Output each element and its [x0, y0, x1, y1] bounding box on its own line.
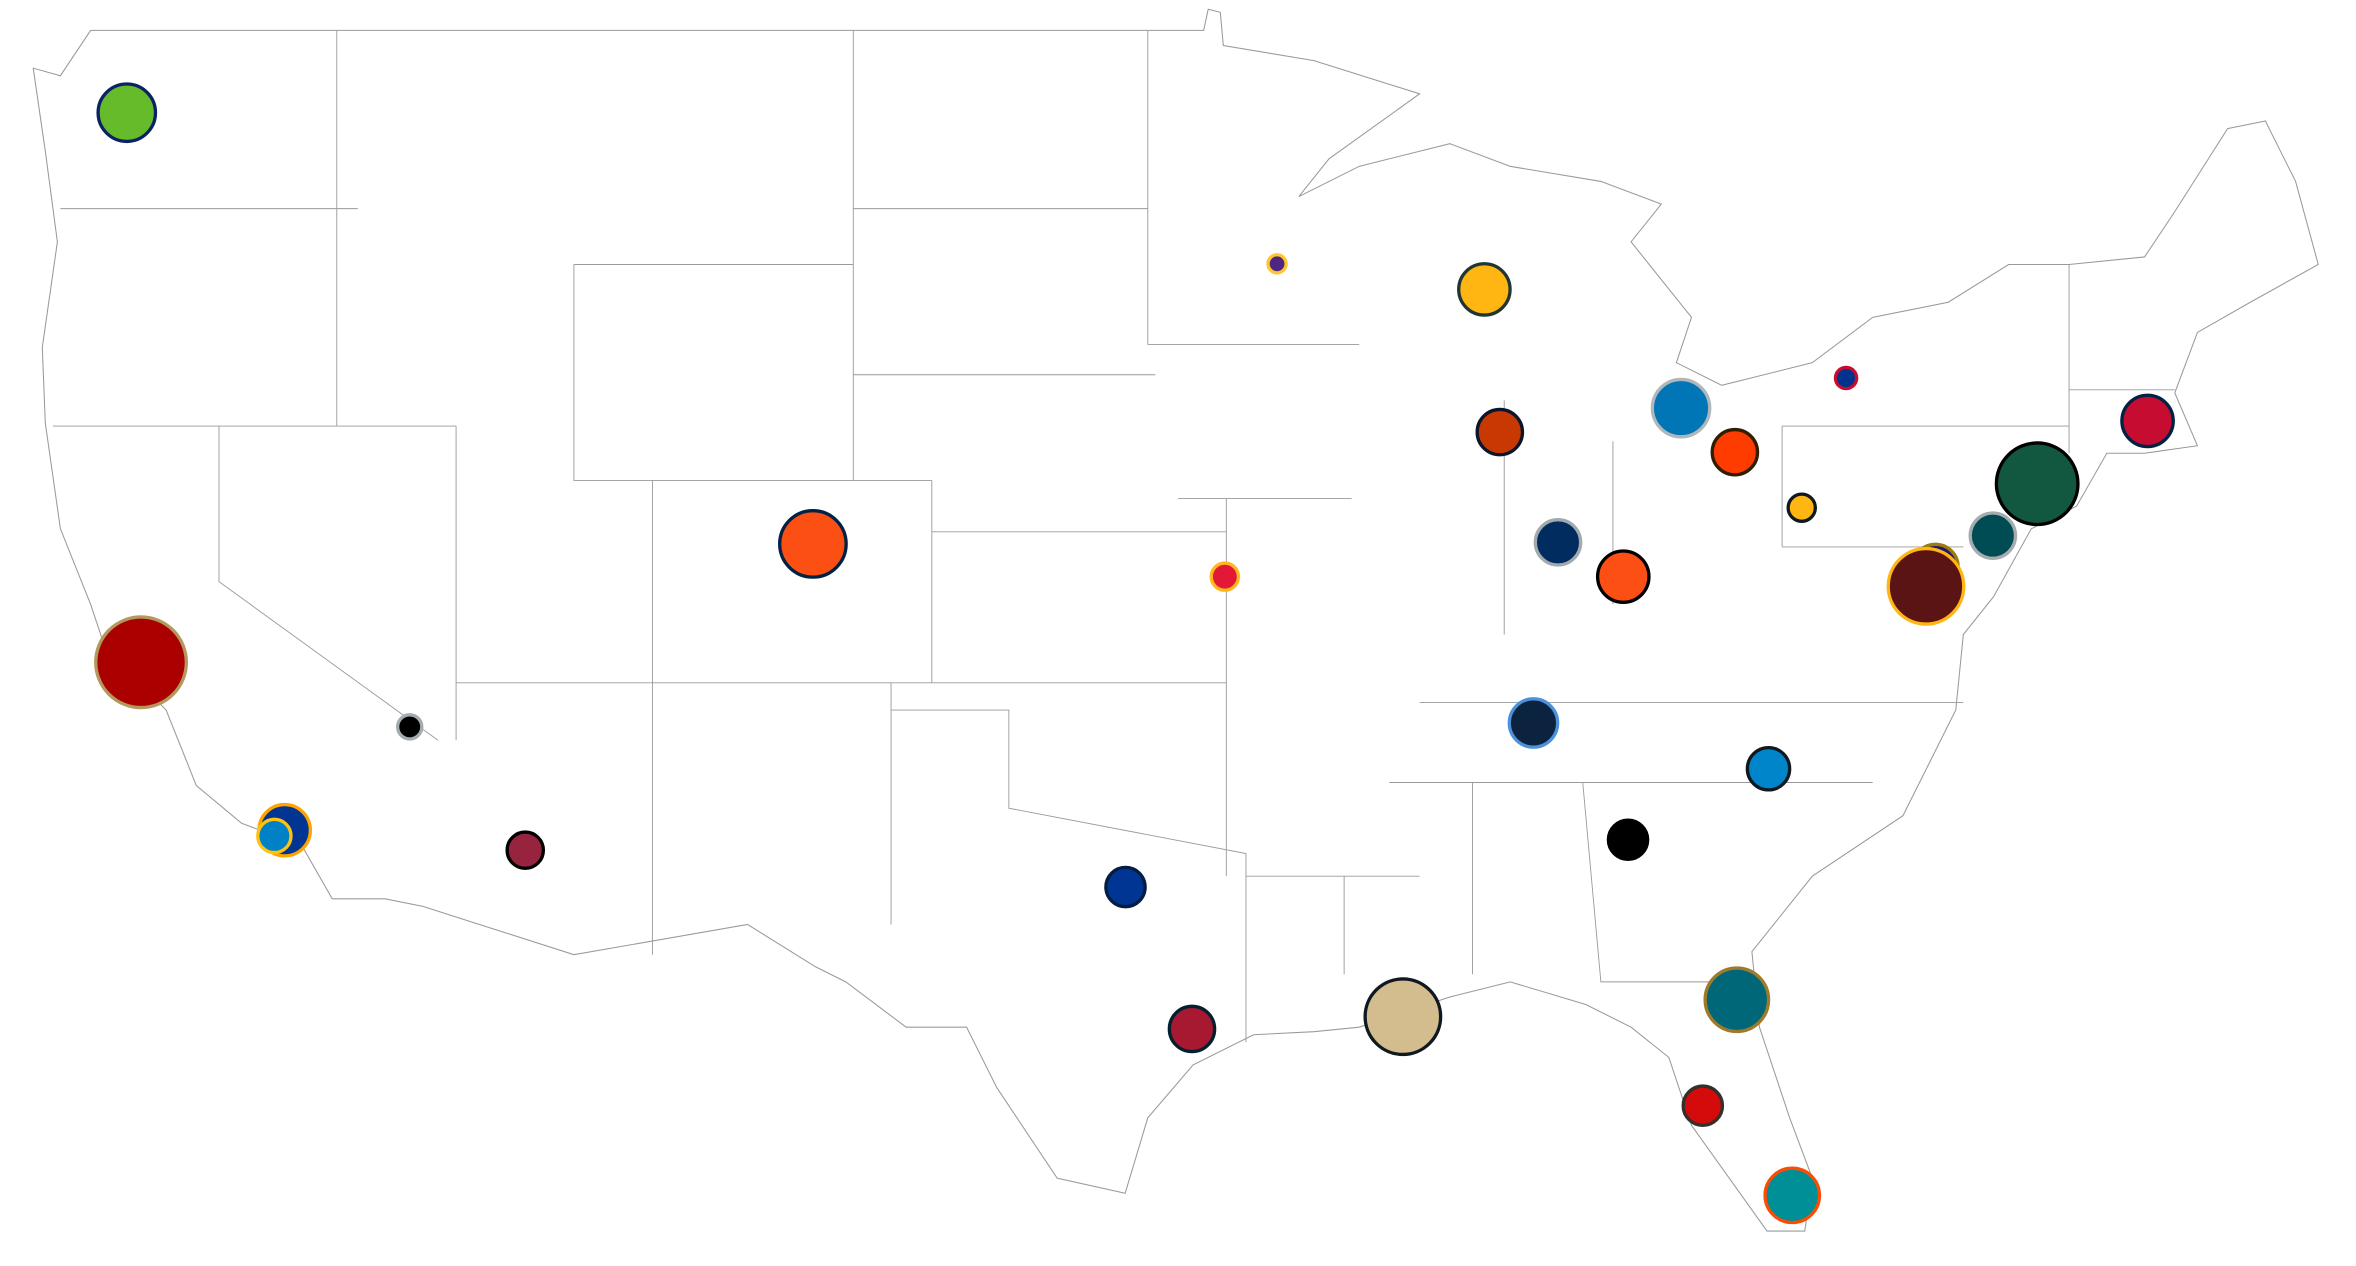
team-bubble	[1209, 561, 1241, 592]
us-outline	[32, 8, 2319, 1232]
team-bubble	[505, 830, 546, 870]
team-bubble	[1710, 427, 1760, 477]
team-bubble	[1457, 262, 1512, 317]
team-bubble	[1681, 1084, 1725, 1128]
team-bubble	[395, 713, 424, 741]
team-bubble	[94, 615, 189, 710]
team-bubble	[1606, 818, 1650, 862]
team-bubble	[1833, 365, 1859, 391]
team-bubble	[1595, 549, 1651, 604]
team-bubble	[2120, 393, 2175, 449]
team-bubble	[1104, 865, 1147, 909]
team-bubble	[1650, 377, 1712, 439]
team-bubble	[1886, 546, 1966, 626]
team-bubble	[1475, 407, 1525, 457]
state-borders	[52, 30, 2175, 1043]
team-bubble	[778, 509, 848, 579]
team-bubble	[1703, 966, 1771, 1034]
team-bubble	[256, 817, 293, 855]
team-bubble	[1968, 511, 2018, 560]
team-bubble	[1167, 1004, 1217, 1054]
team-bubble	[1266, 253, 1288, 275]
team-bubble	[1363, 977, 1443, 1057]
team-bubble	[1786, 492, 1817, 523]
team-bubble	[1507, 697, 1560, 749]
team-bubble	[1994, 441, 2080, 527]
team-bubble	[1533, 518, 1583, 567]
team-bubble	[1745, 745, 1792, 792]
team-bubble	[1763, 1166, 1822, 1225]
team-bubble	[96, 82, 158, 144]
